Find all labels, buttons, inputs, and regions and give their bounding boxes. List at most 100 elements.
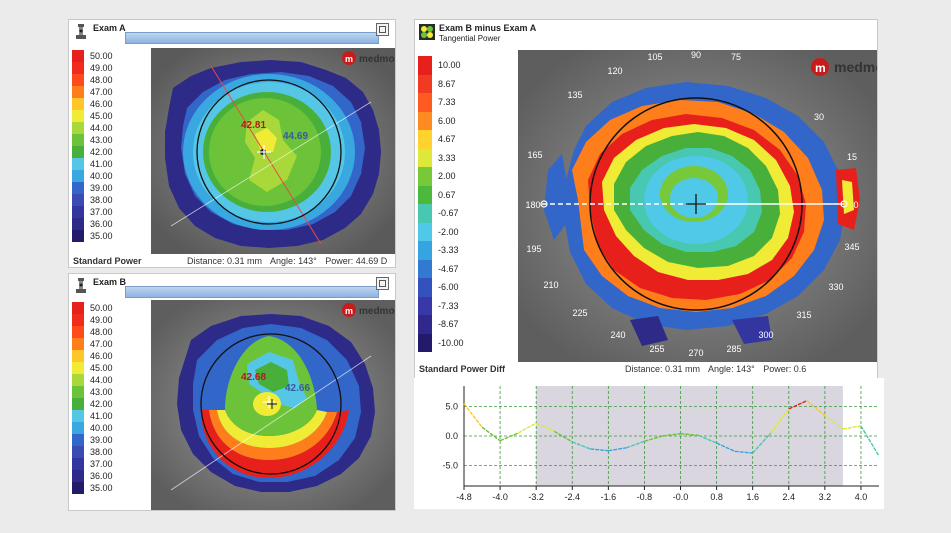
profile-y-tick-label: 5.0: [445, 402, 458, 412]
diff-scale-value: -4.67: [438, 263, 459, 274]
diff-scale-value: 6.00: [438, 115, 456, 126]
profile-x-tick-label: -1.6: [601, 492, 617, 502]
exam-a-restore-button[interactable]: [376, 23, 389, 36]
diff-scale-swatch: [418, 56, 432, 75]
diff-scale-value: 7.33: [438, 97, 456, 107]
power-scale-swatch: [72, 86, 84, 98]
profile-line-segment: [481, 426, 501, 442]
exam-a-power: Power: 44.69 D: [325, 256, 388, 266]
profile-line-segment: [590, 448, 609, 452]
power-scale-value: 39.00: [90, 183, 113, 193]
power-scale-value: 35.00: [90, 483, 113, 493]
exam-b-title: Exam B: [93, 277, 127, 287]
exam-b-value-left: 42.68: [241, 372, 266, 383]
profile-line-segment: [662, 432, 681, 437]
power-scale-value: 42.00: [90, 147, 113, 157]
angle-label: 285: [726, 344, 741, 354]
diff-panel: Exam B minus Exam A Tangential Power 10.…: [414, 19, 878, 379]
profile-line-segment: [572, 441, 591, 450]
power-scale-swatch: [72, 422, 84, 434]
exam-b-brand: medmont: [359, 306, 395, 317]
profile-line-segment: [499, 432, 519, 442]
exam-b-titlebar: Exam B: [69, 274, 395, 300]
angle-label: 105: [647, 52, 662, 62]
power-scale-swatch: [72, 122, 84, 134]
angle-label: 225: [572, 308, 587, 318]
power-scale-value: 43.00: [90, 135, 113, 145]
svg-text:m: m: [345, 54, 353, 64]
eye-exam-icon: [76, 278, 86, 293]
diff-subtitle: Tangential Power: [439, 34, 501, 43]
angle-label: 75: [731, 52, 741, 62]
exam-a-distance: Distance: 0.31 mm: [187, 256, 263, 266]
power-scale-swatch: [72, 62, 84, 74]
diff-scale-swatch: [418, 222, 432, 241]
diff-titlebar: Exam B minus Exam A Tangential Power: [415, 20, 877, 46]
power-scale-value: 37.00: [90, 459, 113, 469]
power-scale-value: 48.00: [90, 327, 113, 337]
angle-label: 15: [847, 152, 857, 162]
profile-line-segment: [608, 447, 627, 452]
profile-y-tick-label: -5.0: [442, 460, 458, 470]
power-scale-value: 43.00: [90, 387, 113, 397]
profile-line-segment: [680, 432, 699, 437]
power-scale-value: 47.00: [90, 339, 113, 349]
power-scale-swatch: [72, 350, 84, 362]
diff-title: Exam B minus Exam A: [439, 23, 537, 33]
power-scale-swatch: [72, 206, 84, 218]
profile-line-segment: [644, 435, 663, 442]
profile-x-tick-label: 0.8: [710, 492, 723, 502]
power-scale-value: 44.00: [90, 123, 113, 133]
power-scale-swatch: [72, 194, 84, 206]
angle-label: 315: [796, 310, 811, 320]
power-scale-swatch: [72, 110, 84, 122]
power-scale-swatch: [72, 146, 84, 158]
diff-scale-swatch: [418, 93, 432, 112]
exam-a-titlebar: Exam A: [69, 20, 395, 46]
power-scale-swatch: [72, 182, 84, 194]
power-scale-value: 39.00: [90, 435, 113, 445]
power-scale-value: 40.00: [90, 423, 113, 433]
profile-line-segment: [698, 434, 717, 444]
diff-scale-value: 10.00: [438, 60, 461, 70]
diff-scale-value: -10.00: [438, 337, 464, 348]
diff-power: Power: 0.6: [763, 364, 807, 374]
exam-b-panel: Exam B 50.00 49.00 48.00 47.00 46.00 45.00 44.…: [68, 273, 396, 511]
power-scale-value: 36.00: [90, 471, 113, 481]
power-scale-swatch: [72, 74, 84, 86]
exam-a-topography-map[interactable]: 42.81 44.69 m medmont: [151, 48, 395, 254]
exam-b-restore-button[interactable]: [376, 277, 389, 290]
power-scale-swatch: [72, 326, 84, 338]
angle-label: 165: [527, 150, 542, 160]
diff-topography-map[interactable]: 90 105 75 120 135 30 165 15 180 0 195 345 210 330 225 3…: [518, 50, 877, 362]
power-scale-value: 42.00: [90, 399, 113, 409]
profile-x-tick-label: -4.0: [492, 492, 508, 502]
power-scale-value: 50.00: [90, 51, 113, 61]
profile-x-tick-label: -0.0: [673, 492, 689, 502]
power-scale-value: 40.00: [90, 171, 113, 181]
diff-footer: Standard Power Diff Distance: 0.31 mm An…: [415, 364, 877, 376]
exam-a-panel: Exam A 50.00 49.00 48.00 47.00 46.00 45.00 44.…: [68, 19, 396, 268]
diff-scale-swatch: [418, 130, 432, 149]
profile-x-tick-label: 4.0: [855, 492, 868, 502]
profile-line-segment: [517, 422, 537, 434]
diff-scale-swatch: [418, 204, 432, 223]
diff-scale-swatch: [418, 315, 432, 334]
power-scale-value: 49.00: [90, 63, 113, 73]
angle-label: 255: [649, 344, 664, 354]
diff-scale-swatch: [418, 167, 432, 186]
angle-label: 240: [610, 330, 625, 340]
angle-label: 180: [525, 200, 540, 210]
power-scale-swatch: [72, 434, 84, 446]
profile-line-segment: [463, 403, 483, 428]
profile-line-segment: [752, 432, 772, 454]
power-scale-swatch: [72, 158, 84, 170]
power-scale-swatch: [72, 218, 84, 230]
eye-exam-icon: [76, 24, 86, 39]
profile-x-tick-label: -3.2: [528, 492, 544, 502]
angle-label: 0: [853, 200, 858, 210]
exam-b-topography-map[interactable]: 42.68 42.66 m medmont: [151, 300, 395, 510]
diff-scale-swatch: [418, 111, 432, 130]
profile-x-tick-label: -4.8: [456, 492, 472, 502]
exam-a-value-right: 44.69: [283, 131, 308, 142]
